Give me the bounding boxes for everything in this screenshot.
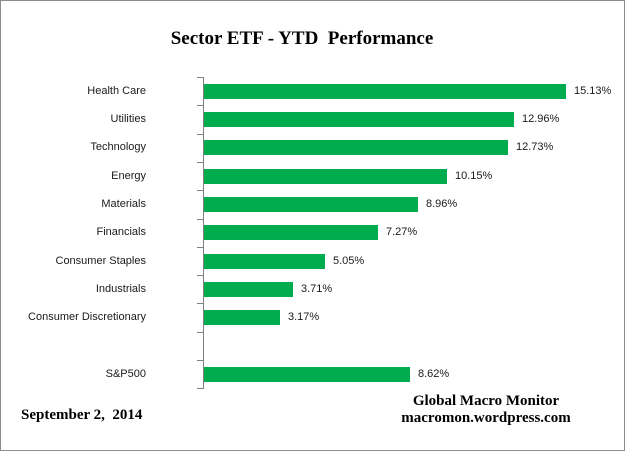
axis-tick: [197, 218, 203, 220]
bar-health-care: [204, 83, 566, 99]
axis-tick: [197, 331, 203, 333]
category-label-health-care: Health Care: [87, 84, 146, 97]
value-label-energy: 10.15%: [455, 169, 493, 182]
category-label-financials: Financials: [96, 226, 146, 239]
axis-tick: [197, 275, 203, 277]
bar-s-p500: [204, 366, 410, 382]
bar-consumer-staples: [204, 253, 325, 269]
value-label-s-p500: 8.62%: [418, 367, 450, 380]
chart-title: Sector ETF - YTD Performance: [170, 28, 434, 49]
value-label-financials: 7.27%: [386, 226, 418, 239]
value-label-consumer-discretionary: 3.17%: [288, 311, 320, 323]
footer-credit: Global Macro Monitor macromon.wordpress.…: [391, 393, 581, 427]
category-label-energy: Energy: [111, 169, 146, 182]
category-label-consumer-staples: Consumer Staples: [55, 254, 147, 267]
value-label-technology: 12.73%: [516, 141, 554, 154]
category-label-technology: Technology: [90, 141, 146, 154]
bar-materials: [204, 196, 418, 212]
axis-tick: [197, 133, 203, 135]
footer-credit-line1: Global Macro Monitor: [412, 393, 560, 409]
value-label-health-care: 15.13%: [574, 84, 612, 97]
bar-energy: [204, 168, 447, 184]
axis-tick: [197, 105, 203, 107]
axis-tick: [197, 388, 203, 390]
category-axis: [203, 77, 204, 389]
category-label-industrials: Industrials: [95, 282, 146, 295]
axis-tick: [197, 246, 203, 248]
footer-credit-line2: macromon.wordpress.com: [401, 410, 571, 426]
category-label-utilities: Utilities: [110, 113, 146, 125]
axis-tick: [197, 190, 203, 192]
category-label-s-p500: S&P500: [105, 367, 146, 380]
bar-utilities: [204, 112, 514, 127]
value-label-consumer-staples: 5.05%: [333, 254, 365, 267]
bar-financials: [204, 225, 378, 241]
bar-technology: [204, 140, 508, 156]
bar-consumer-discretionary: [204, 310, 280, 325]
footer-date: September 2, 2014: [21, 407, 143, 423]
value-label-utilities: 12.96%: [522, 113, 560, 125]
bar-industrials: [204, 281, 293, 297]
axis-tick: [197, 303, 203, 305]
category-label-materials: Materials: [101, 197, 146, 210]
axis-tick: [197, 360, 203, 361]
axis-tick: [197, 77, 203, 78]
value-label-materials: 8.96%: [426, 197, 458, 210]
category-label-consumer-discretionary: Consumer Discretionary: [28, 311, 146, 323]
value-label-industrials: 3.71%: [301, 282, 333, 295]
axis-tick: [197, 161, 203, 163]
